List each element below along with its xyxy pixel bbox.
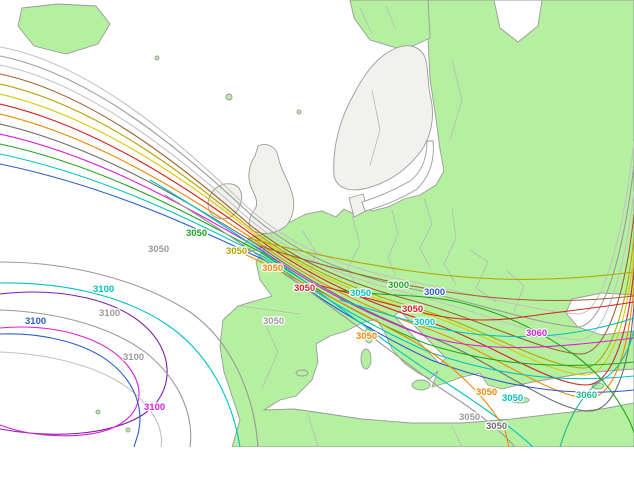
island-sicily: [411, 379, 431, 391]
fjord-line: [385, 5, 397, 31]
contour-label-3050: 3050: [226, 246, 247, 257]
land-layer: [219, 0, 634, 447]
ensemble-line: [0, 55, 634, 328]
sea-mediterranean: [262, 318, 634, 424]
country-border: [449, 59, 463, 141]
island-iceland: [17, 3, 111, 55]
ensemble-line: [0, 163, 634, 393]
contour-label-3050: 3050: [356, 331, 377, 342]
country-border: [451, 425, 463, 447]
landmass-scandinavia: [333, 45, 433, 191]
ensemble-line: [0, 309, 192, 447]
island-shetland: [296, 109, 302, 115]
ensemble-line: [164, 194, 516, 447]
ensemble-line: [0, 282, 241, 447]
sea-white-sea: [493, 0, 543, 43]
ensemble-line: [0, 261, 259, 447]
ensemble-line: [247, 237, 634, 280]
ensemble-line: [149, 179, 534, 447]
ensemble-line: [0, 123, 634, 412]
ensemble-line: [259, 245, 634, 302]
contour-label-3100: 3100: [123, 352, 144, 363]
ensemble-line: [239, 251, 510, 447]
contour-label-3050: 3050: [502, 393, 523, 404]
contour-label-3050: 3050: [402, 304, 423, 315]
contour-label-3050: 3050: [263, 316, 284, 327]
ensemble-line: [0, 64, 634, 341]
ensemble-line: [0, 291, 168, 435]
country-border: [239, 305, 301, 315]
country-border: [469, 249, 497, 303]
country-border: [307, 413, 319, 447]
country-border: [387, 209, 399, 277]
contour-label-3060: 3060: [526, 328, 547, 339]
island-faroe: [154, 55, 160, 61]
island-small-north: [225, 93, 233, 101]
caption-right: Th 18-12-2025 18:00 UTC (06+324) ©weathe…: [379, 449, 629, 490]
contour-labels-layer: 3050305030503050305030503050300030503000…: [24, 227, 599, 433]
ensemble-line: [339, 299, 634, 338]
island-madeira: [95, 409, 101, 415]
contour-label-3060: 3060: [576, 390, 597, 401]
island-balearic: [295, 369, 309, 377]
country-border: [419, 197, 433, 269]
ensemble-line: [0, 133, 634, 349]
ensemble-line: [0, 46, 634, 315]
caption-left: Height 10 hPa Spaghetti GFS ENS Isohypse…: [5, 449, 248, 490]
country-border: [443, 207, 457, 285]
island-canary: [125, 427, 131, 433]
fjord-line: [359, 7, 373, 35]
ensemble-line: [0, 103, 634, 386]
ensemble-line: [0, 333, 141, 447]
contour-label-3000: 3000: [414, 317, 435, 328]
contour-label-3100: 3100: [144, 402, 165, 413]
caption-bar: Height 10 hPa Spaghetti GFS ENS Isohypse…: [0, 447, 634, 490]
contour-label-3050: 3050: [350, 288, 371, 299]
country-border: [301, 229, 331, 293]
contour-label-3000: 3000: [388, 280, 409, 291]
ensemble-line: [335, 289, 634, 433]
contour-label-3100: 3100: [99, 308, 120, 319]
contour-label-3050: 3050: [294, 283, 315, 294]
contour-label-3100: 3100: [93, 284, 114, 295]
contour-label-3050: 3050: [486, 421, 507, 432]
contour-label-3050: 3050: [186, 228, 207, 239]
contour-label-3050: 3050: [148, 244, 169, 255]
ensemble-line: [0, 93, 634, 376]
country-border: [261, 317, 279, 389]
contour-label-3000: 3000: [424, 287, 445, 298]
country-border: [347, 215, 361, 291]
ensemble-line: [0, 83, 634, 369]
country-border: [505, 269, 525, 313]
contour-label-3050: 3050: [476, 387, 497, 398]
island-crete: [510, 396, 530, 404]
ensemble-line: [0, 351, 163, 447]
island-sardinia: [360, 348, 372, 370]
contour-label-3050: 3050: [262, 263, 283, 274]
ensemble-line: [321, 285, 634, 321]
border-norway-sweden: [369, 89, 381, 166]
islands-layer: [17, 3, 605, 433]
ensemble-lines-layer: [0, 46, 634, 447]
contour-label-3100: 3100: [25, 316, 46, 327]
contour-label-3050: 3050: [459, 412, 480, 423]
borders-layer: [239, 59, 525, 447]
weather-map-svg: 3050305030503050305030503050300030503000…: [0, 0, 634, 447]
sea-baltic: [361, 140, 434, 212]
